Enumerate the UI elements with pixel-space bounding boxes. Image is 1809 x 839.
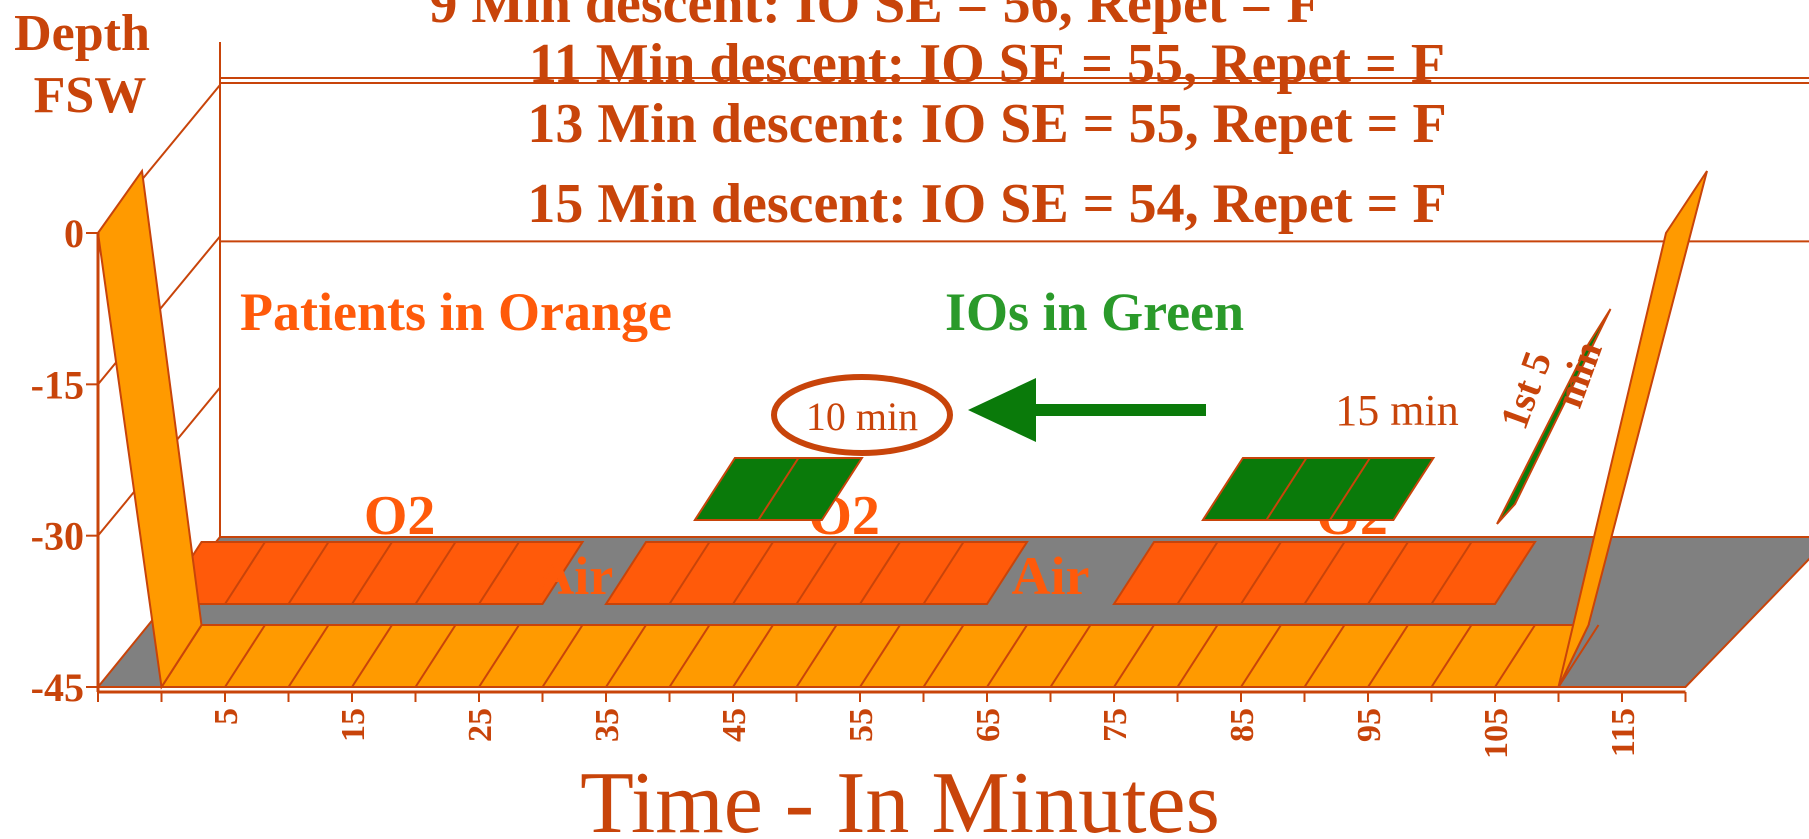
title-line-3: 13 Min descent: IO SE = 55, Repet = F [527,93,1446,155]
title-line-1: 9 Min descent: IO SE = 56, Repet = F [429,0,1320,35]
treatment-segments: O2AirO2AirO2 [162,458,1536,606]
y-tick-label: 0 [64,211,84,256]
x-tick-label: 25 [462,708,499,742]
legend-ios: IOs in Green [945,282,1244,342]
x-tick-label: 75 [1097,708,1134,742]
o2-label: O2 [364,485,436,547]
y-axis-label-line-2: FSW [34,67,147,124]
ten-min-callout: 10 min [806,394,918,439]
arrow-icon [968,378,1206,442]
x-tick-label: 15 [335,708,372,742]
first-five-min-line-2: min [1546,335,1611,413]
x-tick-label: 105 [1478,708,1515,759]
x-tick-label: 5 [208,708,245,725]
x-tick-label: 115 [1605,708,1642,757]
legend-patients: Patients in Orange [240,282,672,342]
y-axis-label-line-1: Depth [14,5,150,62]
air-label: Air [1012,546,1090,606]
y-tick-label: -15 [31,362,84,407]
time-base-strip [162,625,1599,687]
x-tick-label: 55 [843,708,880,742]
y-tick-label: -30 [31,514,84,559]
x-tick-label: 45 [716,708,753,742]
x-tick-label: 65 [970,708,1007,742]
title-line-2: 11 Min descent: IO SE = 55, Repet = F [529,33,1445,95]
x-tick-label: 35 [589,708,626,742]
x-tick-label: 85 [1224,708,1261,742]
fifteen-min-callout: 15 min [1335,386,1458,435]
air-label: Air [535,546,613,606]
title-line-4: 15 Min descent: IO SE = 54, Repet = F [527,173,1446,235]
x-tick-label: 95 [1351,708,1388,742]
x-axis-label: Time - In Minutes [580,755,1220,839]
io-o2-bar-6 [1203,458,1434,520]
y-tick-label: -45 [31,665,84,710]
